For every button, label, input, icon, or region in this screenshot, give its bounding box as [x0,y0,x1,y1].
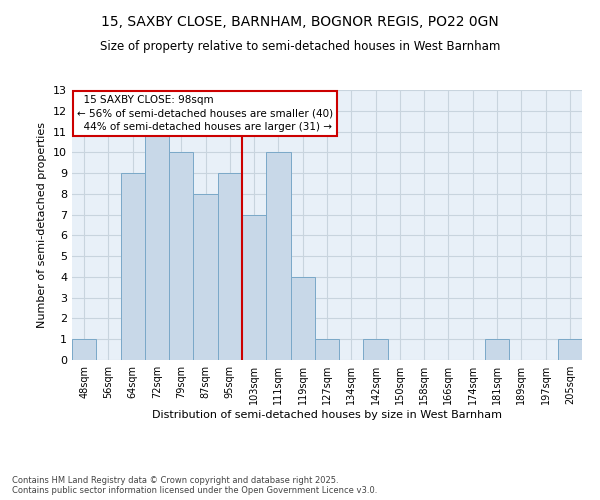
Bar [242,214,266,360]
Bar [558,339,582,360]
Text: Size of property relative to semi-detached houses in West Barnham: Size of property relative to semi-detach… [100,40,500,53]
Bar [364,339,388,360]
Bar [121,173,145,360]
Bar [266,152,290,360]
Bar [169,152,193,360]
Y-axis label: Number of semi-detached properties: Number of semi-detached properties [37,122,47,328]
X-axis label: Distribution of semi-detached houses by size in West Barnham: Distribution of semi-detached houses by … [152,410,502,420]
Bar [315,339,339,360]
Bar [193,194,218,360]
Text: 15, SAXBY CLOSE, BARNHAM, BOGNOR REGIS, PO22 0GN: 15, SAXBY CLOSE, BARNHAM, BOGNOR REGIS, … [101,15,499,29]
Text: Contains HM Land Registry data © Crown copyright and database right 2025.
Contai: Contains HM Land Registry data © Crown c… [12,476,377,495]
Text: 15 SAXBY CLOSE: 98sqm  
← 56% of semi-detached houses are smaller (40)
  44% of : 15 SAXBY CLOSE: 98sqm ← 56% of semi-deta… [77,96,333,132]
Bar [72,339,96,360]
Bar [218,173,242,360]
Bar [145,132,169,360]
Bar [485,339,509,360]
Bar [290,277,315,360]
